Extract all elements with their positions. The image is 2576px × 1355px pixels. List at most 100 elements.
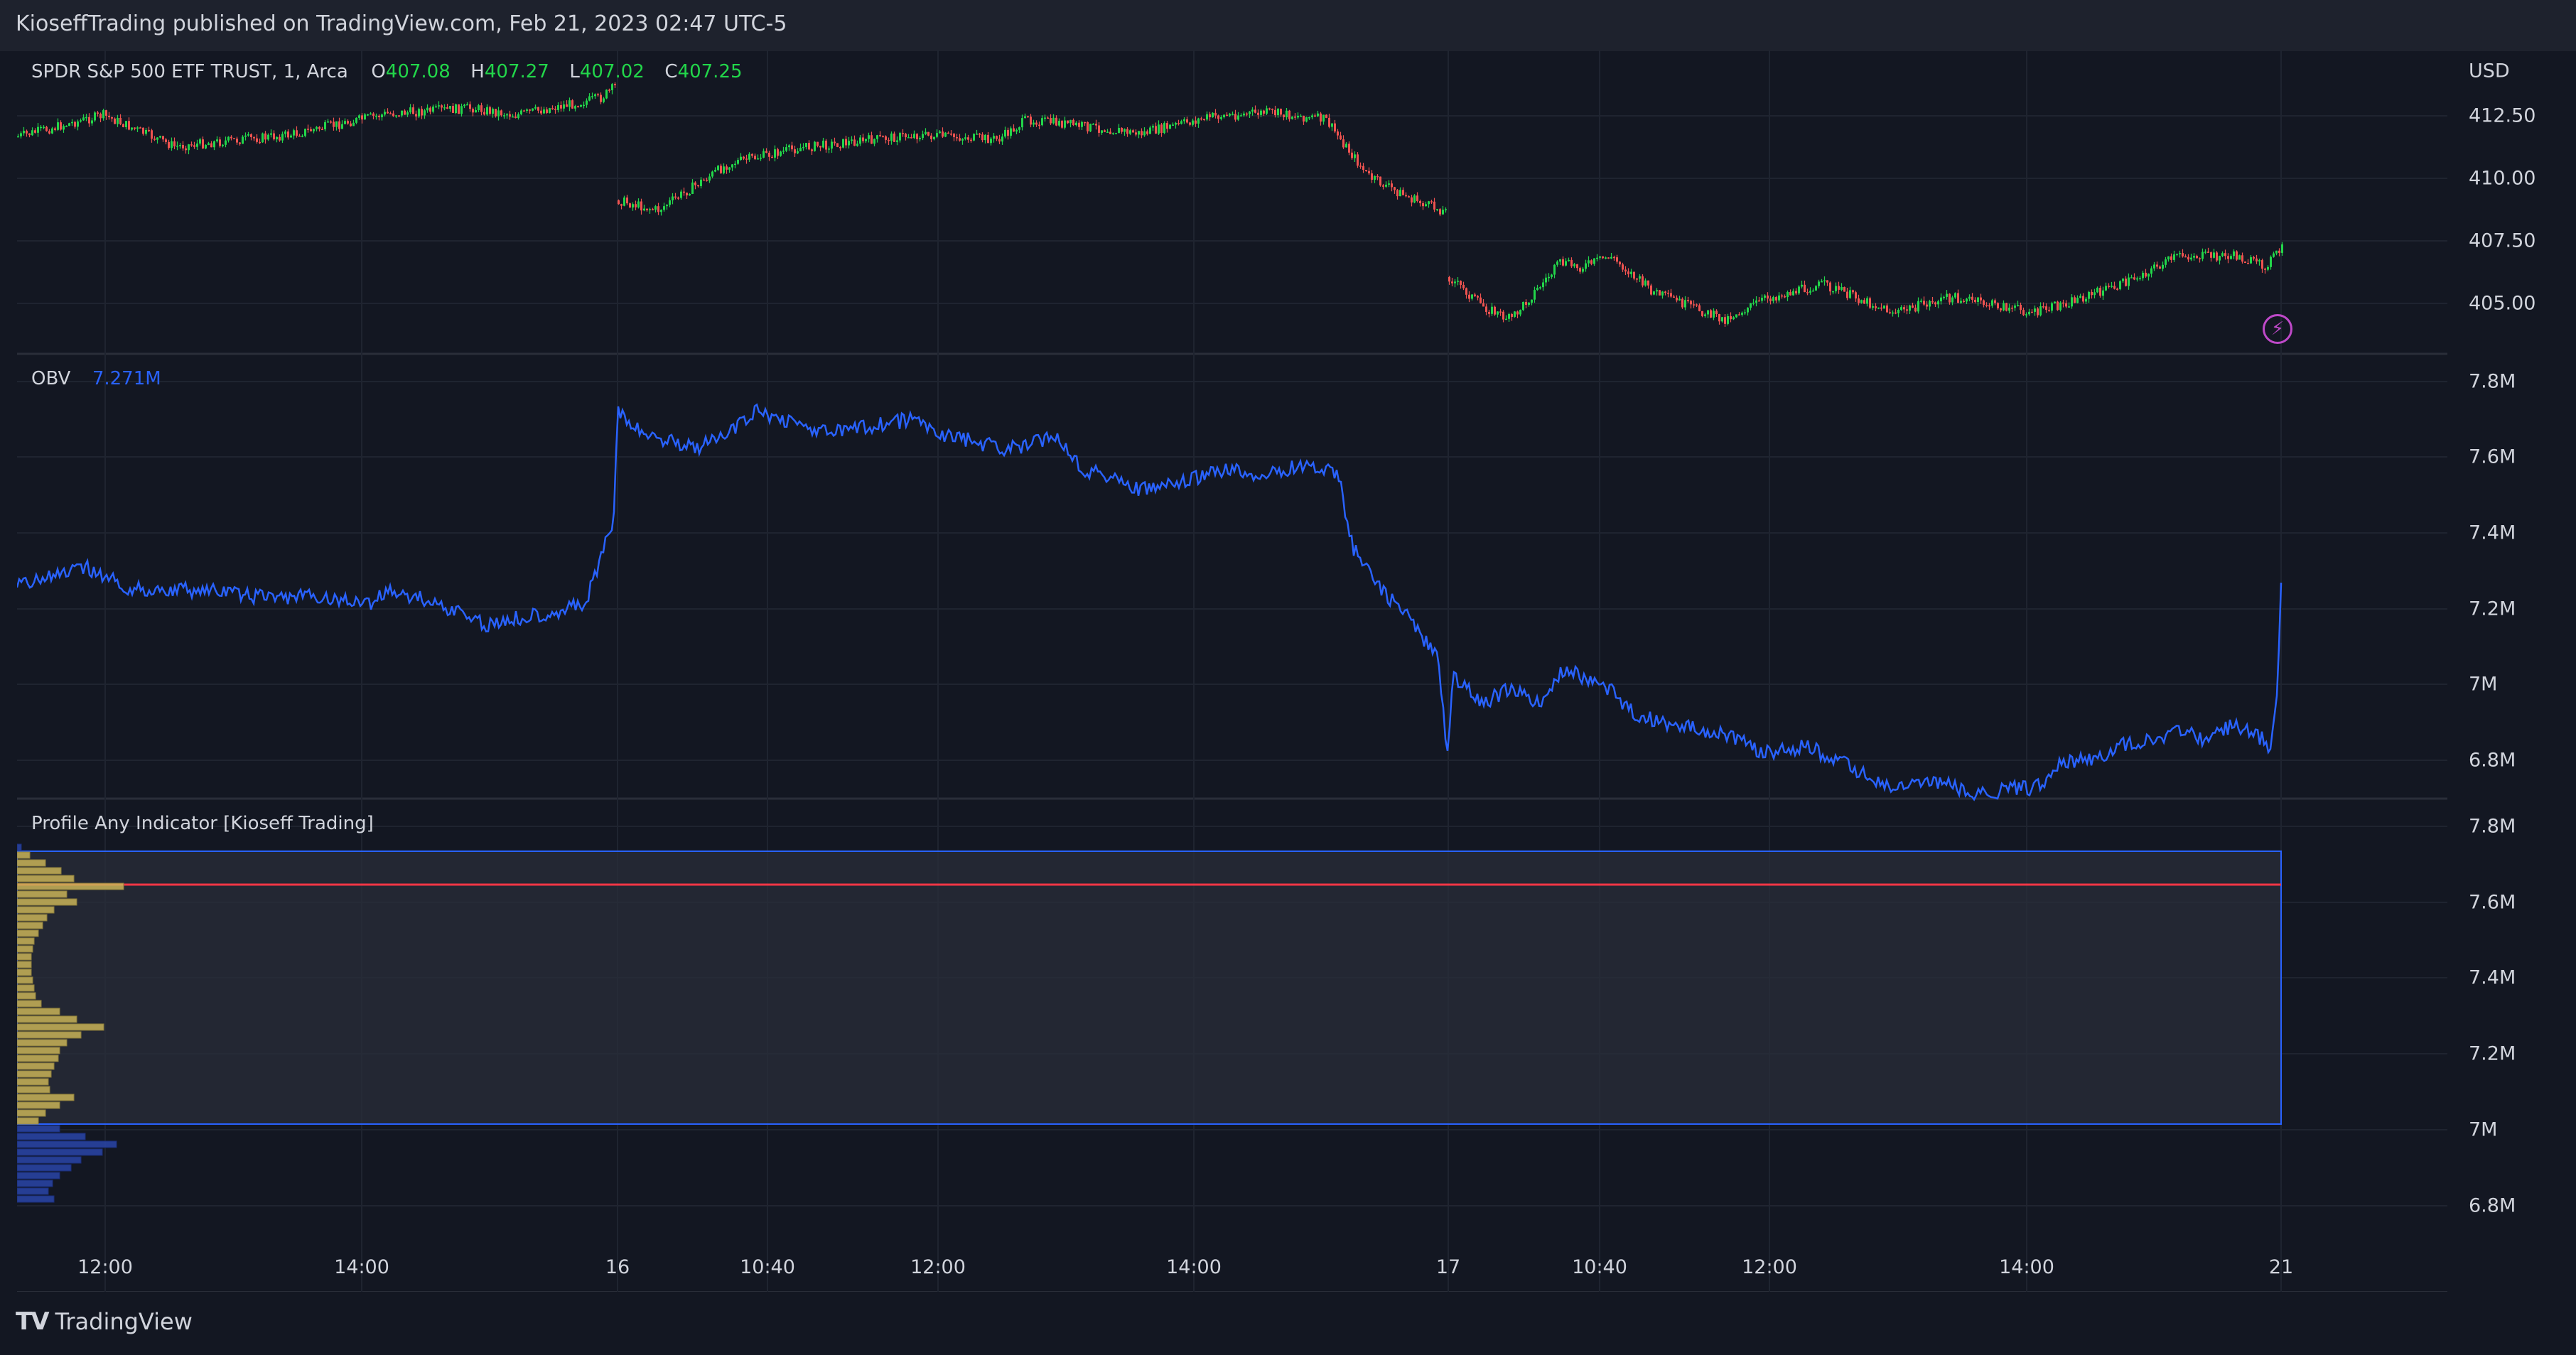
price-candle [34,130,36,133]
price-candle [23,131,25,134]
price-candle [2236,251,2238,260]
price-candle [2122,279,2124,281]
price-candle [1806,292,1809,293]
obv-title[interactable]: OBV [31,368,71,389]
price-candle [367,114,369,116]
price-candle [2176,254,2178,255]
price-candle [836,143,839,147]
profile-row [17,1062,55,1070]
price-candle [452,106,454,114]
price-candle [1980,297,1982,301]
price-candle [1405,195,1407,197]
price-candle [694,182,696,185]
time-tick: 14:00 [1166,1256,1222,1278]
price-candle [944,132,947,137]
price-candle [1707,310,1709,315]
price-candle [310,129,312,131]
price-candle [1713,311,1715,318]
profile-title[interactable]: Profile Any Indicator [Kioseff Trading] [31,813,374,834]
price-candle [637,201,640,207]
price-candle [879,135,881,136]
price-candle [1118,127,1120,134]
price-candle [2011,308,2013,309]
price-candle [1047,117,1049,119]
profile-row [17,945,33,953]
price-candle [1041,118,1043,126]
price-candle [1633,271,1635,279]
chart-area[interactable] [17,50,2447,1292]
price-candle [421,109,423,116]
price-candle [1596,257,1598,259]
price-candle [1556,261,1558,265]
profile-row [17,1031,82,1039]
profile-row [17,1023,104,1031]
price-candle [1345,144,1347,148]
price-candle [913,134,915,139]
price-candle [384,112,386,115]
price-candle [54,128,56,130]
price-candle [31,130,33,136]
price-candle [424,110,426,116]
price-candle [2068,306,2070,308]
price-candle [1860,300,1863,303]
price-candle [1129,130,1131,134]
price-candle [1494,306,1496,315]
price-candle [1937,301,1939,305]
price-candle [674,196,677,198]
price-candle [1251,109,1254,112]
price-candle [435,106,437,108]
price-candle [2238,255,2241,260]
price-candle [2125,279,2127,286]
price-candle [151,130,153,139]
chart-canvas[interactable] [17,50,2447,1292]
value-area-box [17,851,2282,1125]
price-candle [247,134,249,136]
price-candle [751,153,753,156]
price-candle [1676,297,1678,301]
price-candle [2091,291,2093,296]
price-candle [1826,280,1828,283]
profile-row [17,914,48,922]
time-scale[interactable]: 12:00 14:00 16 10:40 12:00 14:00 17 10:4… [0,1229,2447,1292]
price-candle [1789,292,1791,296]
price-candle [71,122,73,124]
symbol-label[interactable]: SPDR S&P 500 ETF TRUST, 1, Arca [31,61,348,82]
price-candle [1804,284,1806,293]
price-candle [438,105,440,107]
price-candle [43,126,45,129]
price-candle [1522,301,1524,311]
price-candle [1249,111,1251,114]
price-candle [364,114,366,120]
price-candle [1457,281,1459,282]
price-candle [1724,317,1726,324]
price-candle [1738,314,1740,315]
profile-row [17,906,55,914]
price-candle [148,129,150,131]
price-candle [173,141,176,146]
price-candle [17,136,19,138]
time-tick: 10:40 [740,1256,795,1278]
price-candle [1752,302,1755,304]
lightning-alert-icon[interactable]: ⚡ [2263,314,2292,344]
price-candle [307,129,309,130]
price-candle [1900,307,1902,310]
price-candle [2196,256,2198,259]
tradingview-logo[interactable]: TV TradingView [16,1307,193,1336]
price-candle [714,170,716,172]
price-candle [706,179,708,181]
price-candle [1214,112,1217,116]
low-label: L [569,61,580,82]
price-candle [392,113,394,117]
price-candle [1528,302,1530,305]
price-candle [1402,190,1404,195]
price-candle [244,135,247,137]
price-scale[interactable]: USD 412.50 410.00 407.50 405.00 7.8M 7.6… [2447,50,2576,1292]
price-candle [1951,297,1953,303]
price-candle [145,129,147,134]
price-candle [1949,293,1951,303]
price-candle [136,127,139,129]
price-candle [2116,288,2118,290]
profile-row [17,1195,55,1203]
price-candle [1317,113,1319,117]
price-candle [1197,118,1200,124]
